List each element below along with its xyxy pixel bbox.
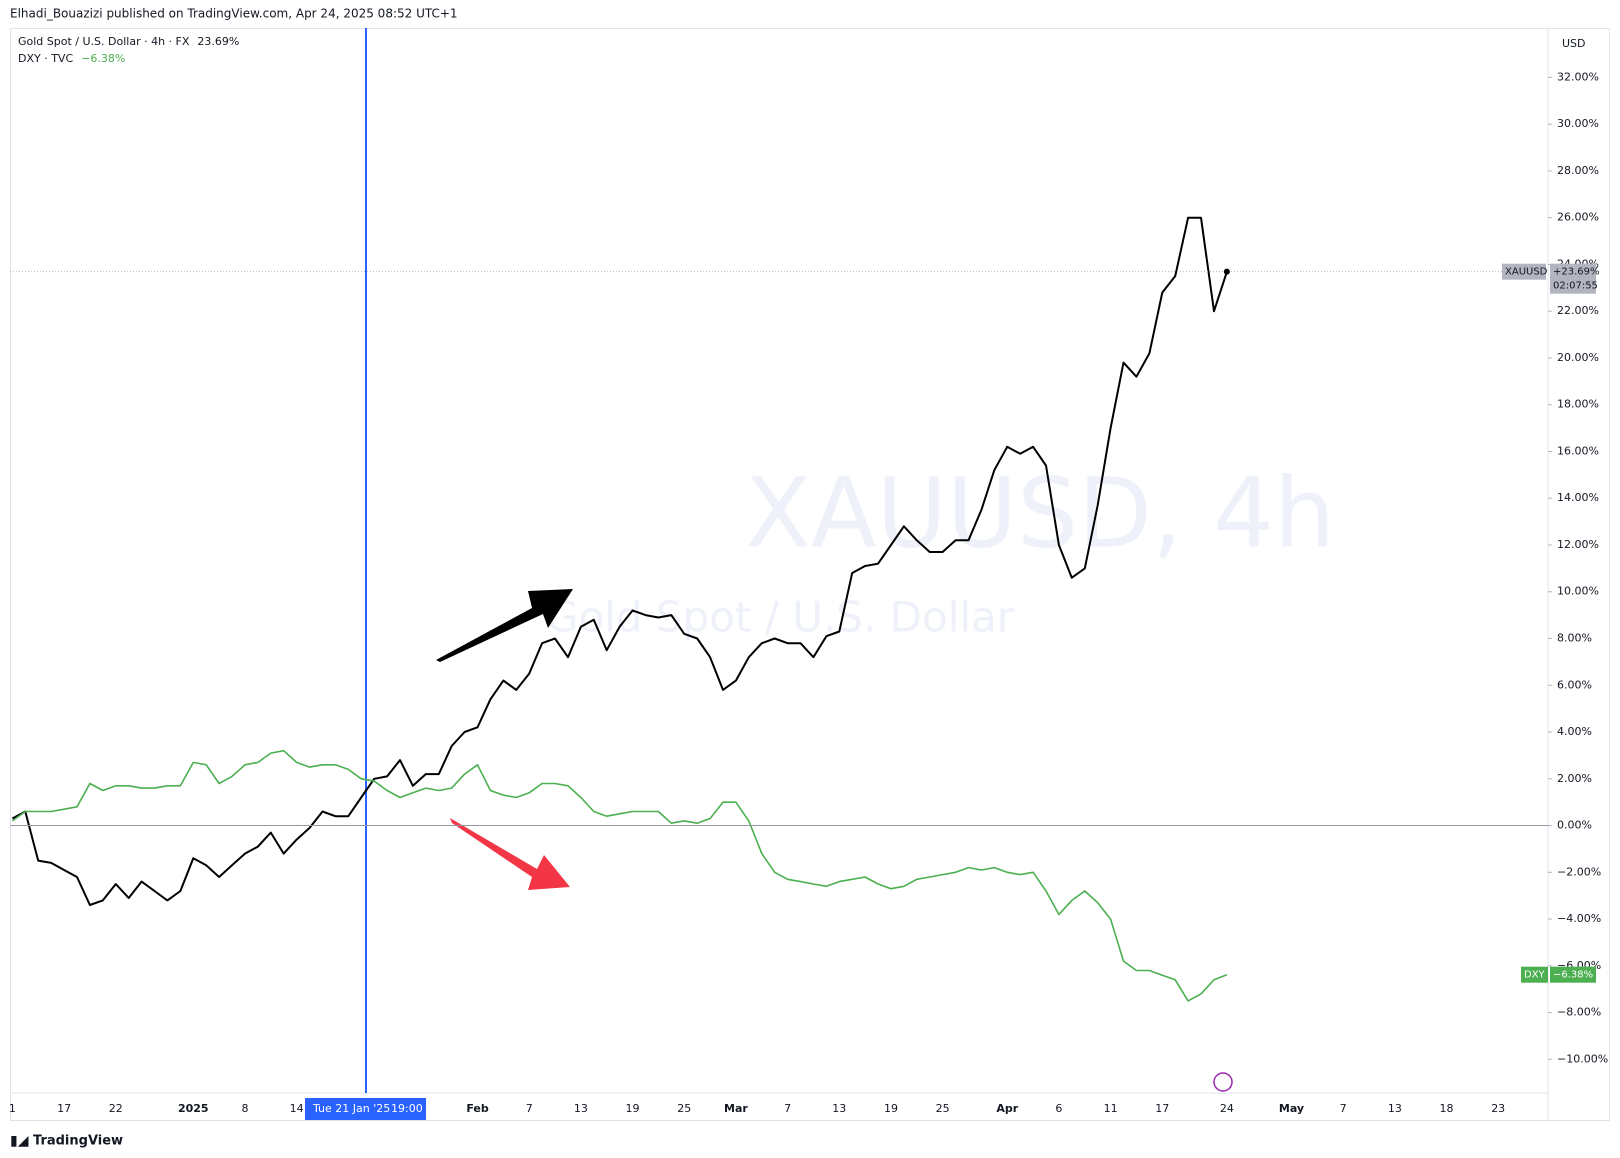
crosshair-time: 19:00 bbox=[391, 1102, 423, 1115]
x-tick-label: 7 bbox=[784, 1102, 791, 1115]
legend-name: DXY · TVC bbox=[18, 52, 73, 65]
last-label: −6.38% bbox=[1553, 970, 1593, 981]
x-tick-label: 13 bbox=[574, 1102, 588, 1115]
plot bbox=[10, 216, 1548, 1002]
watermark-subtitle: Gold Spot / U.S. Dollar bbox=[546, 593, 1015, 642]
legend-value: 23.69% bbox=[197, 35, 239, 48]
x-tick-label: 19 bbox=[884, 1102, 898, 1115]
crosshair-label-box bbox=[305, 1098, 426, 1120]
legend-name: Gold Spot / U.S. Dollar · 4h · FX bbox=[18, 35, 190, 48]
y-tick-label: 6.00% bbox=[1557, 678, 1592, 691]
series-line bbox=[11, 749, 1228, 1002]
series-tag-box bbox=[1502, 263, 1546, 280]
x-tick-label: 23 bbox=[1491, 1102, 1505, 1115]
x-tick-label: 1 bbox=[9, 1102, 16, 1115]
y-tick-label: −2.00% bbox=[1557, 865, 1601, 878]
last-point bbox=[1223, 268, 1230, 275]
x-tick-label: 7 bbox=[1340, 1102, 1347, 1115]
x-tick-label: 17 bbox=[57, 1102, 71, 1115]
x-tick-label: Mar bbox=[724, 1102, 748, 1115]
series-tag: XAUUSD bbox=[1505, 267, 1548, 278]
x-tick-label: 19 bbox=[626, 1102, 640, 1115]
y-tick-label: 22.00% bbox=[1557, 304, 1599, 317]
last-label: +23.69% bbox=[1553, 267, 1600, 278]
series-tag-box bbox=[1521, 966, 1548, 983]
x-tick-label: 25 bbox=[936, 1102, 950, 1115]
up-arrow bbox=[436, 589, 573, 662]
x-tick-label: Feb bbox=[466, 1102, 489, 1115]
series-tag: DXY bbox=[1524, 970, 1546, 981]
legend-value: −6.38% bbox=[81, 52, 125, 65]
frame bbox=[10, 28, 1610, 1121]
x-tick-label: 24 bbox=[1220, 1102, 1234, 1115]
y-tick-label: −10.00% bbox=[1557, 1052, 1608, 1065]
y-tick-label: −8.00% bbox=[1557, 1006, 1601, 1019]
last-label-box bbox=[1550, 263, 1596, 294]
y-tick-label: 12.00% bbox=[1557, 538, 1599, 551]
y-tick-label: 30.00% bbox=[1557, 117, 1599, 130]
down-arrow bbox=[450, 818, 570, 890]
y-tick-label: 18.00% bbox=[1557, 398, 1599, 411]
last-label-box bbox=[1550, 966, 1596, 983]
y-tick-label: 2.00% bbox=[1557, 772, 1592, 785]
y-tick-label: 28.00% bbox=[1557, 164, 1599, 177]
x-tick-label: 18 bbox=[1440, 1102, 1454, 1115]
y-tick-label: −4.00% bbox=[1557, 912, 1601, 925]
watermark: XAUUSD, 4h bbox=[745, 457, 1335, 569]
x-tick-label: 11 bbox=[1104, 1102, 1118, 1115]
x-tick-label: 22 bbox=[109, 1102, 123, 1115]
alert-icon[interactable] bbox=[1213, 1072, 1233, 1092]
y-tick-label: 16.00% bbox=[1557, 444, 1599, 457]
y-tick-label: 10.00% bbox=[1557, 585, 1599, 598]
y-tick-label: 8.00% bbox=[1557, 632, 1592, 645]
y-tick-label: 4.00% bbox=[1557, 725, 1592, 738]
x-tick-label: 8 bbox=[241, 1102, 248, 1115]
x-tick-label: 13 bbox=[832, 1102, 846, 1115]
footer-logo: ▮◢ bbox=[10, 1133, 29, 1149]
y-tick-label: 32.00% bbox=[1557, 70, 1599, 83]
footer: TradingView bbox=[33, 1134, 123, 1149]
currency: USD bbox=[1562, 37, 1586, 50]
y-tick-label: 20.00% bbox=[1557, 351, 1599, 364]
x-tick-label: May bbox=[1279, 1102, 1304, 1115]
crosshair-label: Tue 21 Jan '25 bbox=[312, 1102, 390, 1115]
x-tick-label: 17 bbox=[1155, 1102, 1169, 1115]
x-tick-label: 6 bbox=[1055, 1102, 1062, 1115]
x-tick-label: 13 bbox=[1388, 1102, 1402, 1115]
x-tick-label: 14 bbox=[290, 1102, 304, 1115]
x-tick-label: 25 bbox=[677, 1102, 691, 1115]
y-tick-label: 14.00% bbox=[1557, 491, 1599, 504]
header: Elhadi_Bouazizi published on TradingView… bbox=[10, 7, 458, 21]
countdown: 02:07:55 bbox=[1553, 281, 1598, 292]
x-tick-label: 2025 bbox=[178, 1102, 209, 1115]
y-tick-label: 0.00% bbox=[1557, 819, 1592, 832]
x-tick-label: Apr bbox=[996, 1102, 1018, 1115]
y-tick-label: 26.00% bbox=[1557, 211, 1599, 224]
x-tick-label: 7 bbox=[526, 1102, 533, 1115]
series-line bbox=[11, 216, 1228, 906]
